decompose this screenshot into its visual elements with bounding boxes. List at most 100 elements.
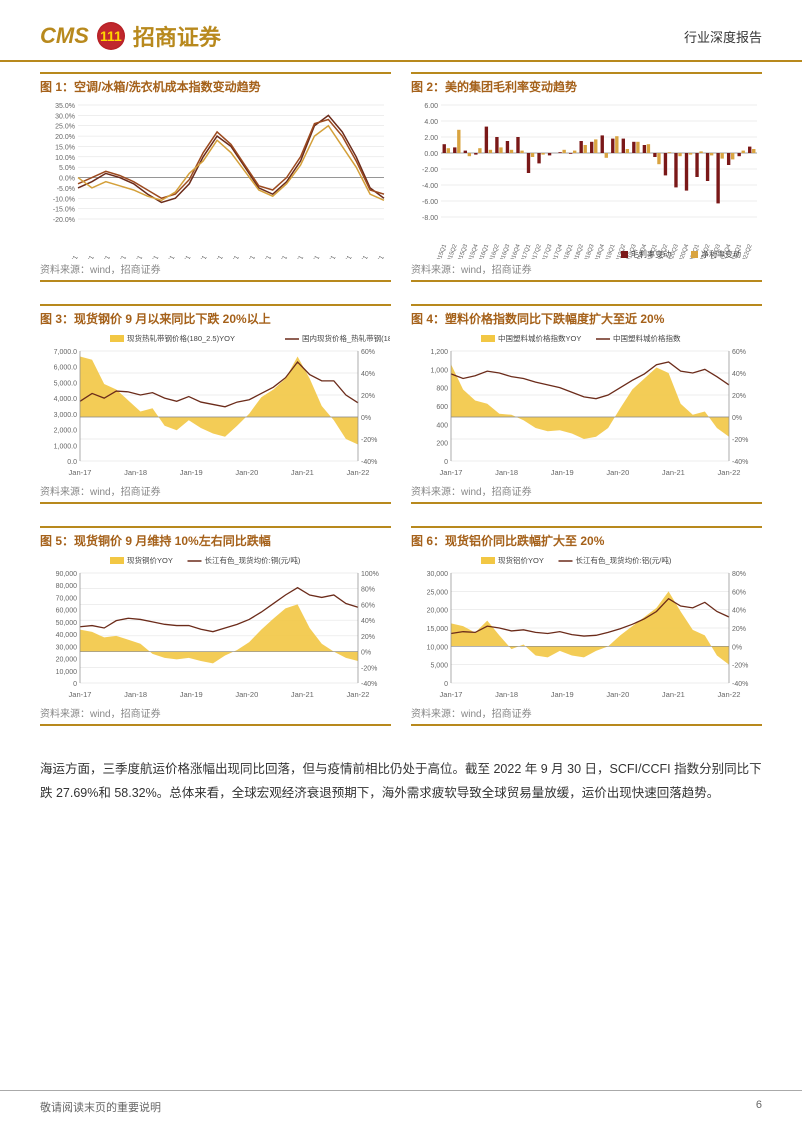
svg-text:4.00: 4.00 [424,119,438,126]
svg-text:2016Q1: 2016Q1 [477,243,490,259]
svg-text:40,000: 40,000 [56,632,78,639]
svg-text:2016Q4: 2016Q4 [509,243,522,259]
svg-text:0: 0 [444,459,448,466]
svg-text:2016Q2: 2016Q2 [488,243,501,259]
svg-text:1,000: 1,000 [430,367,448,374]
fig4-title: 图 4：塑料价格指数同比下跌幅度扩大至近 20% [411,304,762,327]
svg-text:80,000: 80,000 [56,583,78,590]
svg-text:2018/6/1: 2018/6/1 [254,254,273,259]
svg-text:2019/7/1: 2019/7/1 [286,254,305,259]
svg-text:Jan-19: Jan-19 [180,468,203,477]
svg-text:1,000.0: 1,000.0 [54,443,77,450]
svg-text:2019Q1: 2019Q1 [604,243,617,259]
svg-text:0%: 0% [361,415,371,422]
svg-text:60%: 60% [732,349,746,356]
svg-text:毛利率变动: 毛利率变动 [631,249,671,259]
report-type: 行业深度报告 [684,27,762,46]
svg-text:-20%: -20% [732,437,748,444]
svg-text:10,000: 10,000 [56,669,78,676]
svg-text:Jan-20: Jan-20 [606,468,629,477]
svg-text:0%: 0% [361,650,371,657]
svg-text:2014/7/1: 2014/7/1 [125,254,144,259]
svg-text:2018Q3: 2018Q3 [583,243,596,259]
svg-text:Jan-20: Jan-20 [606,690,629,699]
svg-text:Jan-21: Jan-21 [291,468,314,477]
svg-text:-20%: -20% [732,663,748,670]
svg-text:2017/7/1: 2017/7/1 [222,254,241,259]
svg-text:Jan-22: Jan-22 [347,690,370,699]
svg-text:50,000: 50,000 [56,620,78,627]
svg-text:中国塑料城价格指数YOY: 中国塑料城价格指数YOY [498,333,581,343]
svg-text:2016/1/1: 2016/1/1 [174,254,193,259]
svg-text:2,000.0: 2,000.0 [54,428,77,435]
svg-text:0: 0 [444,681,448,688]
svg-text:-40%: -40% [732,459,748,466]
svg-text:2020/7/1: 2020/7/1 [319,254,338,259]
svg-text:2015Q3: 2015Q3 [456,243,469,259]
svg-text:-4.00: -4.00 [422,183,438,190]
svg-text:2017Q3: 2017Q3 [541,243,554,259]
fig3-source: 资料来源：wind，招商证券 [40,483,391,504]
svg-text:Jan-17: Jan-17 [69,690,92,699]
svg-text:60%: 60% [732,589,746,596]
svg-text:2013/9/1: 2013/9/1 [93,254,112,259]
svg-text:2021/5/1: 2021/5/1 [351,254,370,259]
svg-text:80%: 80% [361,587,375,594]
svg-text:2019/1/1: 2019/1/1 [270,254,289,259]
svg-text:Jan-21: Jan-21 [291,690,314,699]
svg-text:Jan-18: Jan-18 [124,468,147,477]
svg-text:-20%: -20% [361,665,377,672]
body-paragraph: 海运方面，三季度航运价格涨幅出现同比回落，但与疫情前相比仍处于高位。截至 202… [0,748,802,816]
header: CMS 111 招商证券 行业深度报告 [0,0,802,62]
svg-text:-5.0%: -5.0% [57,186,75,193]
svg-text:20,000: 20,000 [56,657,78,664]
svg-text:0.0: 0.0 [67,459,77,466]
svg-text:中国塑料城价格指数: 中国塑料城价格指数 [613,333,681,343]
svg-text:70,000: 70,000 [56,595,78,602]
svg-text:6,000.0: 6,000.0 [54,365,77,372]
svg-text:20%: 20% [732,393,746,400]
svg-text:5.0%: 5.0% [59,165,75,172]
svg-text:2013/4/1: 2013/4/1 [77,254,96,259]
svg-text:Jan-18: Jan-18 [495,468,518,477]
svg-text:2018Q2: 2018Q2 [572,243,585,259]
fig4-chart: 中国塑料城价格指数YOY中国塑料城价格指数02004006008001,0001… [411,331,761,481]
svg-text:40%: 40% [732,371,746,378]
brand-badge-icon: 111 [97,22,125,50]
svg-text:2017Q1: 2017Q1 [519,243,532,259]
svg-text:40%: 40% [361,618,375,625]
fig4-source: 资料来源：wind，招商证券 [411,483,762,504]
svg-text:30,000: 30,000 [427,571,449,578]
svg-text:2014/1/1: 2014/1/1 [109,254,128,259]
svg-text:4,000.0: 4,000.0 [54,396,77,403]
svg-text:10.0%: 10.0% [55,155,75,162]
svg-text:60%: 60% [361,602,375,609]
svg-text:Jan-21: Jan-21 [662,468,685,477]
svg-text:-6.00: -6.00 [422,199,438,206]
svg-text:2015/7/1: 2015/7/1 [158,254,177,259]
svg-text:2016/7/1: 2016/7/1 [190,254,209,259]
svg-text:-8.00: -8.00 [422,215,438,222]
svg-text:2018/1/1: 2018/1/1 [238,254,257,259]
svg-text:80%: 80% [732,571,746,578]
fig3-chart: 现货热轧带钢价格(180_2.5)YOY国内现货价格_热轧带钢(180_2.5)… [40,331,390,481]
svg-text:Jan-17: Jan-17 [440,468,463,477]
svg-text:30,000: 30,000 [56,644,78,651]
svg-text:20%: 20% [361,393,375,400]
svg-text:2021/1/1: 2021/1/1 [335,254,354,259]
svg-text:2015/1/1: 2015/1/1 [142,254,161,259]
svg-text:7,000.0: 7,000.0 [54,349,77,356]
svg-text:2.00: 2.00 [424,135,438,142]
svg-text:净利率变动: 净利率变动 [701,249,741,259]
fig2-source: 资料来源：wind，招商证券 [411,261,762,282]
footer-note: 敬请阅读末页的重要说明 [40,1099,161,1115]
svg-text:现货铝价YOY: 现货铝价YOY [498,555,544,565]
svg-text:2018Q4: 2018Q4 [593,243,606,259]
svg-text:2015Q1: 2015Q1 [435,243,448,259]
svg-text:2015Q2: 2015Q2 [446,243,459,259]
svg-text:-10.0%: -10.0% [53,196,75,203]
svg-text:0.0%: 0.0% [59,176,75,183]
svg-text:2017/1/1: 2017/1/1 [206,254,225,259]
svg-text:Jan-22: Jan-22 [347,468,370,477]
svg-text:2020/1/1: 2020/1/1 [303,254,322,259]
